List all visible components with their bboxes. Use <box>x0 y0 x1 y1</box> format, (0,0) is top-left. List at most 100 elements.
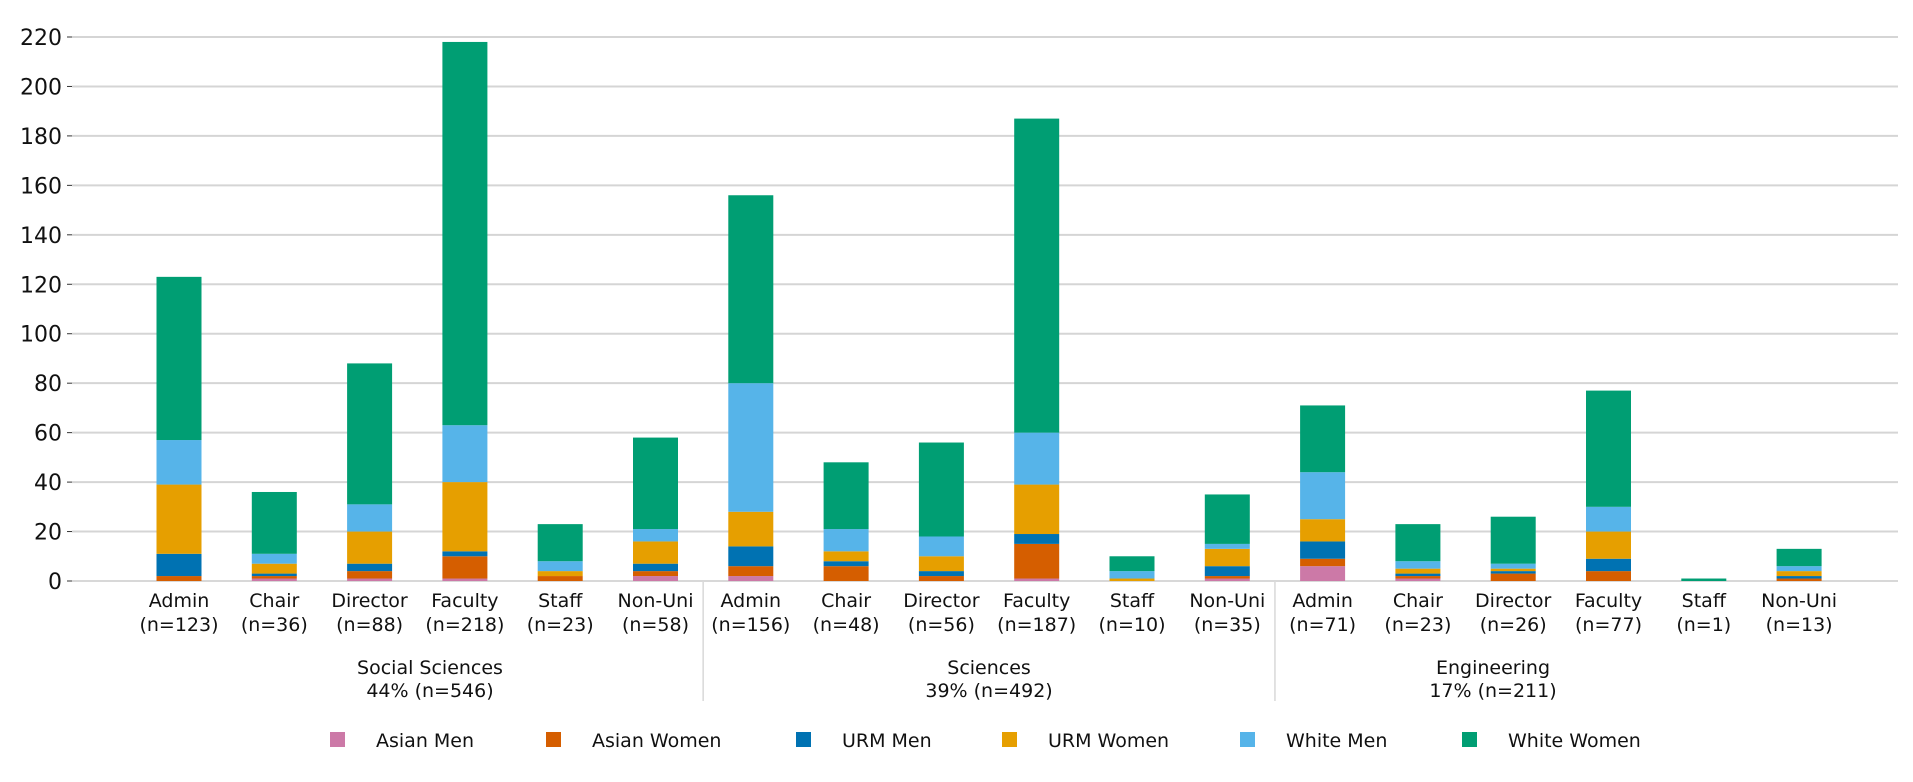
category-count-label: (n=23) <box>527 614 594 636</box>
bar-segment <box>823 462 869 530</box>
bar-segment <box>347 571 393 579</box>
bar-segment <box>728 195 774 384</box>
bar-segment <box>1204 578 1250 581</box>
category-count-label: (n=1) <box>1676 614 1731 636</box>
category-count-label: (n=35) <box>1194 614 1261 636</box>
ytick-label: 0 <box>48 570 62 595</box>
category-label: Director <box>1475 590 1552 612</box>
bar-segment <box>1204 548 1250 567</box>
category-labels: Admin(n=123)Chair(n=36)Director(n=88)Fac… <box>139 590 1837 636</box>
category-label: Chair <box>1393 590 1443 612</box>
bar-segment <box>1586 506 1631 532</box>
bar-segment <box>156 553 202 577</box>
bar-segment <box>251 578 297 581</box>
bar-segment <box>442 482 488 552</box>
bar-segment <box>633 437 678 530</box>
bar-segment <box>442 41 488 426</box>
bar-segment <box>1586 390 1631 507</box>
bar-segment <box>1395 568 1441 574</box>
bar-segment <box>442 425 488 483</box>
category-label: Admin <box>721 590 782 612</box>
bar-segment <box>156 440 202 485</box>
bar-segment <box>1014 432 1060 485</box>
category-count-label: (n=23) <box>1384 614 1451 636</box>
category-count-label: (n=58) <box>622 614 689 636</box>
bar-segment <box>823 561 869 567</box>
bar-segment <box>728 383 774 512</box>
bar-segment <box>1014 534 1060 544</box>
bar-segment <box>1395 576 1441 579</box>
legend-swatch <box>1002 732 1017 747</box>
bar-segment <box>347 578 393 581</box>
bar-segment <box>918 442 964 537</box>
bar-segment <box>537 524 583 562</box>
bar-segment <box>918 536 964 557</box>
bar-segment <box>1300 541 1346 559</box>
bar-segment <box>918 576 964 581</box>
category-count-label: (n=56) <box>908 614 975 636</box>
bar-segment <box>1776 548 1822 567</box>
bar-segment <box>442 551 488 557</box>
bar-segment <box>251 573 297 577</box>
category-label: Faculty <box>1003 590 1070 612</box>
bar-segment <box>1776 566 1822 572</box>
bar-segment <box>1490 563 1536 569</box>
bar-segment <box>1014 484 1060 535</box>
bar-segment <box>823 566 869 581</box>
legend-swatch <box>1462 732 1477 747</box>
legend-label: White Women <box>1508 730 1641 752</box>
bar-segment <box>1204 566 1250 577</box>
ytick-label: 40 <box>34 471 62 496</box>
category-count-label: (n=218) <box>425 614 504 636</box>
ytick-label: 20 <box>34 521 62 546</box>
bar-segment <box>1490 573 1536 581</box>
category-count-label: (n=88) <box>336 614 403 636</box>
bar-segment <box>156 484 202 554</box>
bar-segment <box>728 511 774 547</box>
bar-segment <box>1014 578 1060 581</box>
ytick-label: 160 <box>20 174 62 199</box>
bar-segment <box>1014 118 1060 433</box>
bar-segment <box>1300 566 1346 581</box>
group-label: Sciences <box>947 657 1031 679</box>
category-label: Director <box>903 590 980 612</box>
bar-segment <box>1204 494 1250 544</box>
bar-segment <box>1109 571 1155 579</box>
category-label: Non-Uni <box>618 590 694 612</box>
group-label: Social Sciences <box>357 657 503 679</box>
bar-segment <box>347 363 393 505</box>
bar-segment <box>633 571 678 577</box>
bar-segment <box>823 529 869 552</box>
bar-segment <box>1014 543 1060 579</box>
bar-segment <box>1395 524 1441 562</box>
category-count-label: (n=10) <box>1099 614 1166 636</box>
bar-segment <box>633 563 678 572</box>
bar-segment <box>1300 519 1346 542</box>
category-count-label: (n=71) <box>1289 614 1356 636</box>
bar-segment <box>633 529 678 542</box>
category-count-label: (n=26) <box>1480 614 1547 636</box>
ytick-label: 80 <box>34 372 62 397</box>
bar-segment <box>1395 573 1441 577</box>
ytick-label: 100 <box>20 323 62 348</box>
bar-segment <box>156 576 202 581</box>
bar-segment <box>442 556 488 579</box>
bar-segment <box>633 576 678 581</box>
category-label: Staff <box>1682 590 1727 612</box>
category-label: Staff <box>538 590 583 612</box>
bar-segment <box>156 276 202 441</box>
bar-segment <box>918 556 964 572</box>
bar-segment <box>1586 531 1631 559</box>
legend-swatch <box>330 732 345 747</box>
bar-segment <box>1395 561 1441 569</box>
bar-segment <box>1109 556 1155 572</box>
legend-swatch <box>546 732 561 747</box>
ytick-label: 60 <box>34 422 62 447</box>
legend: Asian Men Asian Women URM Men URM Women Whit… <box>330 730 1641 752</box>
category-label: Staff <box>1110 590 1155 612</box>
bar-segment <box>537 576 583 581</box>
bar-segment <box>1490 571 1536 574</box>
category-count-label: (n=36) <box>241 614 308 636</box>
bar-segment <box>347 531 393 564</box>
